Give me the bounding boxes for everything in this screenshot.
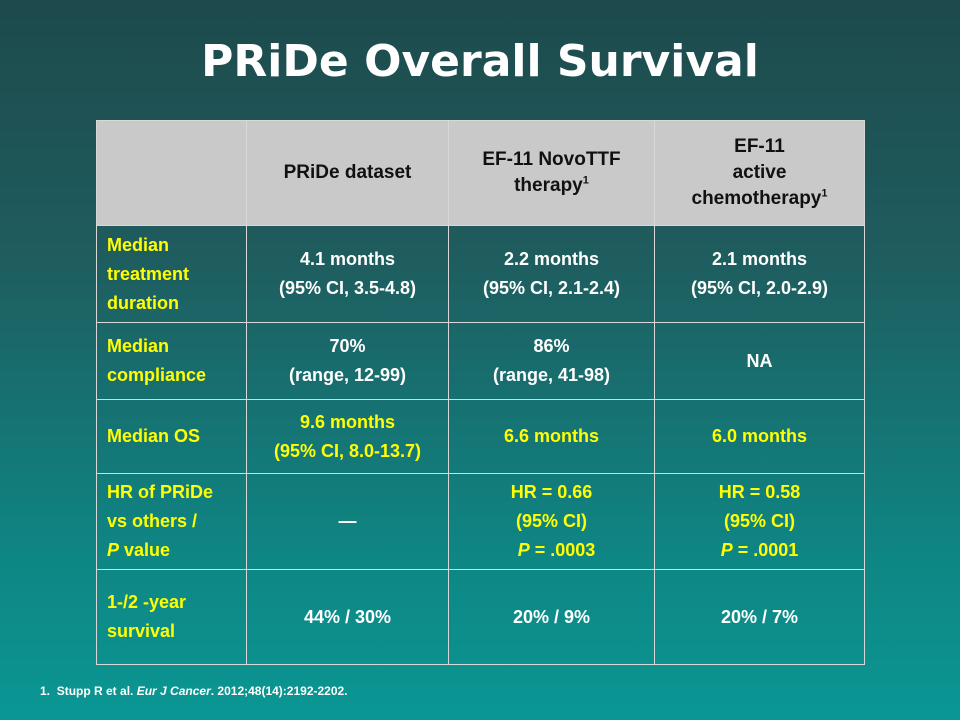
cell-novottf: HR = 0.66 (95% CI) P = .0003 xyxy=(448,473,655,570)
row-label: HR of PRiDe vs others / P value xyxy=(96,473,247,570)
table-row-compliance: Median compliance 70% (range, 12-99) 86%… xyxy=(96,322,865,400)
p-symbol: P xyxy=(517,540,530,560)
cell-line: (95% CI, 2.0-2.9) xyxy=(690,278,829,298)
p-symbol: P xyxy=(107,540,120,560)
row-label-line: Median OS xyxy=(107,426,201,446)
table-row-hazard-ratio: HR of PRiDe vs others / P value — HR = 0… xyxy=(96,473,865,570)
footnote-ref: 1 xyxy=(582,174,589,187)
cell-chemo: HR = 0.58 (95% CI) P = .0001 xyxy=(654,473,865,570)
footnote-citation: . 2012;48(14):2192-2202. xyxy=(210,684,348,698)
header-ef11-chemo-line1: EF-11 xyxy=(734,136,785,157)
cell-pride: 4.1 months (95% CI, 3.5-4.8) xyxy=(246,225,449,323)
table-row-median-os: Median OS 9.6 months (95% CI, 8.0-13.7) … xyxy=(96,399,865,474)
cell-line: — xyxy=(338,511,357,531)
cell-line: 6.6 months xyxy=(503,426,600,446)
row-label-line: HR of PRiDe xyxy=(107,482,214,502)
header-row: PRiDe dataset EF-11 NovoTTF therapy1 EF-… xyxy=(96,120,865,226)
cell-line: 9.6 months xyxy=(299,411,396,432)
cell-novottf: 86% (range, 41-98) xyxy=(448,322,655,400)
cell-pride: 70% (range, 12-99) xyxy=(246,322,449,400)
cell-line: 4.1 months xyxy=(299,249,396,269)
footnote-number: 1. xyxy=(40,684,51,698)
cell-line: 2.1 months xyxy=(711,249,808,269)
cell-line: NA xyxy=(746,350,773,371)
cell-line: 70% xyxy=(329,336,366,356)
cell-line: (95% CI, 8.0-13.7) xyxy=(273,440,422,461)
footnote: 1. Stupp R et al. Eur J Cancer. 2012;48(… xyxy=(40,683,348,699)
cell-line: (95% CI, 2.1-2.4) xyxy=(482,278,621,298)
footnote-ref: 1 xyxy=(821,187,828,200)
row-label-line: Median xyxy=(107,234,170,255)
cell-novottf: 6.6 months xyxy=(448,399,655,474)
cell-chemo: 20% / 7% xyxy=(654,569,865,665)
row-label-line: Median xyxy=(107,336,170,356)
cell-line: 6.0 months xyxy=(711,426,808,446)
header-ef11-novottf: EF-11 NovoTTF therapy1 xyxy=(448,120,655,226)
header-ef11-novottf-line2: therapy xyxy=(514,175,583,196)
cell-line: (95% CI) xyxy=(723,511,795,531)
cell-chemo: NA xyxy=(654,322,865,400)
cell-line: (95% CI, 3.5-4.8) xyxy=(278,278,417,298)
row-label-line: treatment xyxy=(107,263,190,284)
cell-line: 20% / 9% xyxy=(512,606,591,627)
table-row-treatment-duration: Median treatment duration 4.1 months (95… xyxy=(96,225,865,323)
cell-line: HR = 0.66 xyxy=(510,482,593,502)
table-row-survival: 1-/2 -year survival 44% / 30% 20% / 9% 2… xyxy=(96,569,865,665)
cell-line: = .0001 xyxy=(737,540,799,560)
footnote-journal: Eur J Cancer xyxy=(136,684,211,698)
row-label: 1-/2 -year survival xyxy=(96,569,247,665)
header-ef11-chemo-line3: chemotherapy xyxy=(691,188,822,209)
cell-chemo: 2.1 months (95% CI, 2.0-2.9) xyxy=(654,225,865,323)
footnote-authors: Stupp R et al. xyxy=(56,684,134,698)
p-symbol: P xyxy=(720,540,733,560)
slide-title: PRiDe Overall Survival xyxy=(201,36,759,87)
cell-pride: — xyxy=(246,473,449,570)
row-label-line: duration xyxy=(107,292,179,313)
cell-line: (range, 12-99) xyxy=(288,365,407,385)
cell-pride: 44% / 30% xyxy=(246,569,449,665)
cell-line: = .0003 xyxy=(534,540,596,560)
cell-line: 86% xyxy=(533,336,570,356)
header-pride-dataset: PRiDe dataset xyxy=(246,120,449,226)
survival-table: PRiDe dataset EF-11 NovoTTF therapy1 EF-… xyxy=(96,120,865,665)
cell-novottf: 20% / 9% xyxy=(448,569,655,665)
cell-novottf: 2.2 months (95% CI, 2.1-2.4) xyxy=(448,225,655,323)
row-label: Median treatment duration xyxy=(96,225,247,323)
row-label-line: 1-/2 -year xyxy=(107,592,187,612)
cell-line: (range, 41-98) xyxy=(492,365,611,385)
row-label-line: compliance xyxy=(107,365,207,385)
header-ef11-chemotherapy: EF-11 active chemotherapy1 xyxy=(654,120,865,226)
header-empty-cell xyxy=(96,120,247,226)
header-ef11-novottf-line1: EF-11 NovoTTF xyxy=(482,149,621,170)
row-label-line: survival xyxy=(107,621,176,641)
row-label-line: vs others / xyxy=(107,511,198,531)
cell-pride: 9.6 months (95% CI, 8.0-13.7) xyxy=(246,399,449,474)
row-label: Median compliance xyxy=(96,322,247,400)
header-ef11-chemo-line2: active xyxy=(732,162,787,183)
cell-line: 44% / 30% xyxy=(303,606,392,627)
cell-chemo: 6.0 months xyxy=(654,399,865,474)
cell-line: 20% / 7% xyxy=(720,606,799,627)
row-label-line: value xyxy=(124,540,171,560)
cell-line: (95% CI) xyxy=(515,511,587,531)
cell-line: 2.2 months xyxy=(503,249,600,269)
cell-line: HR = 0.58 xyxy=(718,482,801,502)
row-label: Median OS xyxy=(96,399,247,474)
